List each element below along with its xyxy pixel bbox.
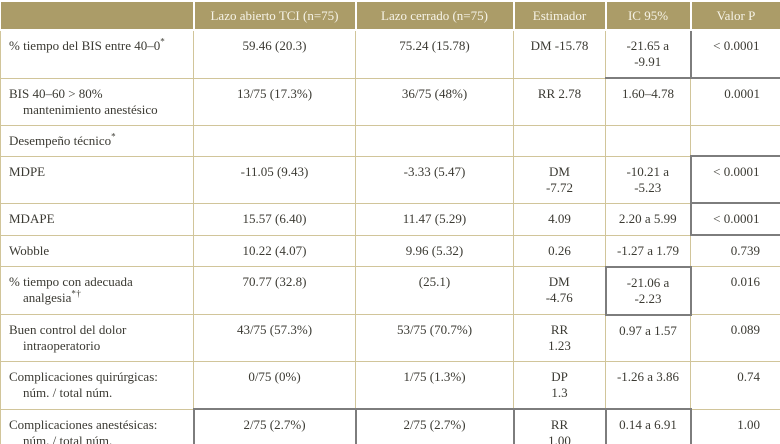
cell-closed-loop: 11.47 (5.29) [355, 202, 514, 236]
table-row: Buen control del dolor intraoperatorio 43… [0, 314, 780, 362]
footnote-marker: *† [71, 288, 82, 299]
table-body: % tiempo del BIS entre 40–0* 59.46 (20.3… [0, 29, 780, 444]
cell-closed-loop [355, 124, 514, 157]
table-row: Complicaciones quirúrgicas: núm. / total … [0, 361, 780, 410]
cell-estimator: DP 1.3 [513, 361, 606, 410]
row-label: MDPE [0, 155, 194, 204]
row-label: % tiempo con adecuada analgesia*† [0, 266, 194, 315]
table-header: Lazo abierto TCI (n=75) Lazo cerrado (n=… [0, 2, 780, 31]
cell-open-loop: 70.77 (32.8) [193, 266, 356, 315]
cell-p-value [690, 124, 780, 157]
cell-estimator: RR 1.00 [512, 408, 607, 444]
cell-open-loop [193, 124, 356, 157]
cell-closed-loop: 53/75 (70.7%) [355, 314, 514, 362]
row-label: Desempeño técnico* [0, 124, 194, 157]
cell-closed-loop: 36/75 (48%) [355, 77, 514, 126]
row-label: BIS 40–60 > 80% mantenimiento anestésico [0, 77, 194, 126]
cell-p-value: < 0.0001 [689, 202, 780, 236]
table-row: MDAPE 15.57 (6.40) 11.47 (5.29) 4.09 2.2… [0, 202, 780, 236]
cell-ci: 0.97 a 1.57 [605, 314, 691, 362]
cell-ci: -1.26 a 3.86 [605, 361, 691, 410]
column-header-p-value: Valor P [689, 2, 780, 31]
cell-ci [605, 124, 691, 157]
table-row: % tiempo con adecuada analgesia*† 70.77 (… [0, 265, 780, 316]
cell-closed-loop: -3.33 (5.47) [355, 155, 514, 204]
row-label: % tiempo del BIS entre 40–0* [0, 29, 194, 79]
header-row: Lazo abierto TCI (n=75) Lazo cerrado (n=… [0, 2, 780, 31]
footnote-marker: * [111, 131, 117, 142]
cell-p-value: < 0.0001 [689, 29, 780, 79]
table-row: BIS 40–60 > 80% mantenimiento anestésico … [0, 77, 780, 126]
footnote-marker: * [160, 36, 166, 47]
row-label: Buen control del dolor intraoperatorio [0, 314, 194, 362]
column-header-estimator: Estimador [512, 2, 606, 31]
cell-estimator: DM -7.72 [513, 155, 606, 204]
row-label: MDAPE [0, 202, 194, 236]
row-label: Complicaciones anestésicas: núm. / total … [0, 408, 194, 444]
column-header-ci: IC 95% [604, 2, 691, 31]
cell-estimator: 4.09 [513, 202, 606, 236]
cell-p-value: 0.739 [690, 234, 780, 267]
cell-closed-loop: 9.96 (5.32) [355, 234, 514, 267]
cell-estimator [513, 124, 606, 157]
table-row: % tiempo del BIS entre 40–0* 59.46 (20.3… [0, 29, 780, 79]
cell-ci: -10.21 a -5.23 [605, 155, 691, 204]
cell-open-loop: 43/75 (57.3%) [193, 314, 356, 362]
cell-closed-loop: 2/75 (2.7%) [354, 408, 515, 444]
cell-closed-loop: 1/75 (1.3%) [355, 361, 514, 410]
cell-closed-loop: (25.1) [355, 266, 514, 315]
cell-p-value: 0.089 [690, 314, 780, 362]
cell-p-value: 0.016 [690, 266, 780, 315]
cell-estimator: DM -15.78 [513, 29, 606, 79]
cell-ci: 0.14 a 6.91 [604, 408, 692, 444]
cell-estimator: RR 1.23 [513, 314, 606, 362]
cell-estimator: RR 2.78 [513, 77, 606, 126]
table-row: Wobble 10.22 (4.07) 9.96 (5.32) 0.26 -1.… [0, 234, 780, 267]
cell-open-loop: -11.05 (9.43) [193, 155, 356, 204]
cell-estimator: DM -4.76 [513, 266, 606, 315]
cell-p-value: 0.0001 [690, 77, 780, 126]
cell-ci: 2.20 a 5.99 [605, 202, 691, 236]
table-row: MDPE -11.05 (9.43) -3.33 (5.47) DM -7.72… [0, 155, 780, 204]
cell-closed-loop: 75.24 (15.78) [355, 29, 514, 79]
cell-open-loop: 2/75 (2.7%) [192, 408, 357, 444]
row-label: Wobble [0, 234, 194, 267]
table-row: Complicaciones anestésicas: núm. / total … [0, 408, 780, 444]
column-header-closed-loop: Lazo cerrado (n=75) [354, 2, 514, 31]
table-row: Desempeño técnico* [0, 124, 780, 157]
cell-open-loop: 13/75 (17.3%) [193, 77, 356, 126]
cell-estimator: 0.26 [513, 234, 606, 267]
row-label: Complicaciones quirúrgicas: núm. / total … [0, 361, 194, 410]
cell-ci: -21.65 a -9.91 [605, 29, 691, 79]
cell-ci: -21.06 a -2.23 [604, 265, 692, 316]
cell-ci: 1.60–4.78 [605, 77, 691, 126]
cell-p-value: < 0.0001 [689, 155, 780, 204]
cell-open-loop: 59.46 (20.3) [193, 29, 356, 79]
cell-open-loop: 0/75 (0%) [193, 361, 356, 410]
cell-open-loop: 10.22 (4.07) [193, 234, 356, 267]
column-header-parameter [0, 2, 194, 31]
cell-open-loop: 15.57 (6.40) [193, 202, 356, 236]
column-header-open-loop: Lazo abierto TCI (n=75) [192, 2, 356, 31]
cell-p-value: 1.00 [690, 408, 780, 444]
cell-p-value: 0.74 [690, 361, 780, 410]
cell-ci: -1.27 a 1.79 [605, 234, 691, 267]
